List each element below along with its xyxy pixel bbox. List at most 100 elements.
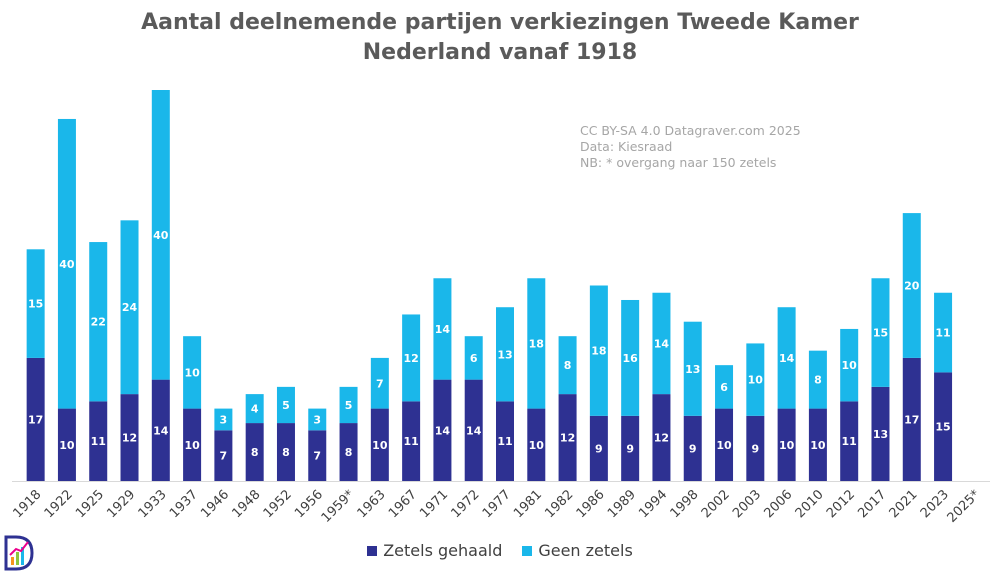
bar-zetels-gehaald-1972 <box>464 379 483 481</box>
bar-zetels-gehaald-1956 <box>308 430 327 481</box>
bar-zetels-gehaald-2002 <box>715 408 734 481</box>
data-label-geen-zetels-2023: 11 <box>935 327 950 340</box>
bar-zetels-gehaald-1952 <box>276 423 295 481</box>
data-label-zetels-gehaald-1963: 10 <box>372 439 388 452</box>
x-tick-label-1937: 1937 <box>167 487 201 521</box>
bar-zetels-gehaald-1922 <box>57 408 76 481</box>
data-label-geen-zetels-2010: 8 <box>814 374 822 387</box>
bar-geen-zetels-2002 <box>715 365 734 409</box>
x-tick-label-2017: 2017 <box>855 487 889 521</box>
x-tick-label-1971: 1971 <box>417 487 451 521</box>
x-tick-label-2021: 2021 <box>887 487 921 521</box>
bar-zetels-gehaald-2023 <box>934 372 953 481</box>
chart-title-line-1: Aantal deelnemende partijen verkiezingen… <box>141 10 859 35</box>
bar-geen-zetels-1986 <box>589 285 608 416</box>
x-tick-label-1977: 1977 <box>480 487 514 521</box>
chart-title-line-2: Nederland vanaf 1918 <box>362 40 638 65</box>
x-tick-label-2012: 2012 <box>824 487 858 521</box>
data-label-zetels-gehaald-1922: 10 <box>59 439 75 452</box>
bar-zetels-gehaald-2017 <box>871 386 890 481</box>
legend-label-geen-zetels: Geen zetels <box>538 541 633 560</box>
bar-geen-zetels-1994 <box>652 292 671 395</box>
legend-swatch-geen-zetels <box>522 545 533 556</box>
data-label-geen-zetels-1952: 5 <box>282 399 290 412</box>
data-label-zetels-gehaald-1933: 14 <box>153 424 169 437</box>
data-label-zetels-gehaald-1989: 9 <box>626 442 634 455</box>
data-label-zetels-gehaald-1952: 8 <box>282 446 290 459</box>
bar-geen-zetels-2010 <box>808 350 827 409</box>
x-tick-label-1918: 1918 <box>10 487 44 521</box>
bar-geen-zetels-2021 <box>902 213 921 358</box>
bar-zetels-gehaald-1963 <box>370 408 389 481</box>
data-label-geen-zetels-1959*: 5 <box>345 399 353 412</box>
data-label-zetels-gehaald-1959*: 8 <box>345 446 353 459</box>
x-tick-label-1986: 1986 <box>574 487 608 521</box>
data-label-geen-zetels-1982: 8 <box>564 359 572 372</box>
x-tick-label-1998: 1998 <box>668 487 702 521</box>
bar-geen-zetels-1977 <box>496 307 514 402</box>
x-tick-label-1981: 1981 <box>511 487 545 521</box>
bar-geen-zetels-1925 <box>89 242 108 402</box>
bar-zetels-gehaald-1929 <box>120 394 139 481</box>
bar-geen-zetels-1963 <box>370 357 389 409</box>
x-tick-label-1952: 1952 <box>261 487 295 521</box>
data-label-zetels-gehaald-1937: 10 <box>184 439 200 452</box>
bar-geen-zetels-1937 <box>183 336 202 409</box>
data-label-geen-zetels-1963: 7 <box>376 377 384 390</box>
data-label-geen-zetels-1986: 18 <box>591 345 606 358</box>
datagraver-logo-icon <box>4 535 34 571</box>
bar-geen-zetels-1982 <box>558 336 577 395</box>
bar-zetels-gehaald-2003 <box>746 415 765 481</box>
x-tick-label-1982: 1982 <box>542 487 576 521</box>
bar-zetels-gehaald-1971 <box>433 379 452 481</box>
bar-geen-zetels-1956 <box>308 408 327 431</box>
data-label-zetels-gehaald-2023: 15 <box>935 421 950 434</box>
bar-zetels-gehaald-1986 <box>589 415 608 481</box>
bar-geen-zetels-1972 <box>464 336 483 380</box>
bar-geen-zetels-1959* <box>339 386 358 424</box>
data-label-geen-zetels-1994: 14 <box>654 337 670 350</box>
credit-line-source: Data: Kiesraad <box>580 139 673 154</box>
bar-geen-zetels-2023 <box>934 292 953 373</box>
legend-label-zetels-gehaald: Zetels gehaald <box>383 541 503 560</box>
bar-zetels-gehaald-1981 <box>527 408 546 481</box>
legend-item-geen-zetels: Geen zetels <box>522 541 633 560</box>
data-label-geen-zetels-1937: 10 <box>184 366 200 379</box>
data-label-zetels-gehaald-1981: 10 <box>529 439 545 452</box>
data-label-geen-zetels-2006: 14 <box>779 352 795 365</box>
credit-line-license: CC BY-SA 4.0 Datagraver.com 2025 <box>580 123 801 138</box>
bar-zetels-gehaald-1918 <box>26 357 45 481</box>
data-label-zetels-gehaald-1929: 12 <box>122 432 137 445</box>
data-label-geen-zetels-1918: 15 <box>28 298 43 311</box>
chart-title: Aantal deelnemende partijen verkiezingen… <box>0 8 1000 68</box>
bar-geen-zetels-2003 <box>746 343 765 416</box>
bar-geen-zetels-1971 <box>433 278 452 380</box>
bar-geen-zetels-1989 <box>621 299 640 416</box>
credit-line-note: NB: * overgang naar 150 zetels <box>580 155 777 170</box>
x-tick-label-1989: 1989 <box>605 487 639 521</box>
x-tick-label-1922: 1922 <box>42 487 76 521</box>
x-tick-label-1925: 1925 <box>73 487 107 521</box>
bar-geen-zetels-1981 <box>527 278 546 409</box>
bar-geen-zetels-1967 <box>402 314 421 402</box>
data-label-zetels-gehaald-2002: 10 <box>716 439 732 452</box>
data-label-geen-zetels-1998: 13 <box>685 363 700 376</box>
bar-geen-zetels-1948 <box>245 394 264 424</box>
data-label-geen-zetels-1972: 6 <box>470 352 478 365</box>
data-label-geen-zetels-1948: 4 <box>251 403 259 416</box>
data-label-zetels-gehaald-1956: 7 <box>313 450 321 463</box>
x-tick-label-1967: 1967 <box>386 487 420 521</box>
x-tick-label-1994: 1994 <box>636 487 670 521</box>
data-label-zetels-gehaald-1918: 17 <box>28 413 43 426</box>
bar-geen-zetels-1922 <box>57 118 76 409</box>
data-label-geen-zetels-1971: 14 <box>435 323 451 336</box>
data-label-zetels-gehaald-1972: 14 <box>466 424 482 437</box>
data-label-zetels-gehaald-2012: 11 <box>842 435 857 448</box>
bar-geen-zetels-1933 <box>151 90 170 380</box>
bar-zetels-gehaald-1946 <box>214 430 233 481</box>
legend-swatch-zetels-gehaald <box>367 545 378 556</box>
data-label-geen-zetels-1925: 22 <box>91 316 106 329</box>
data-label-zetels-gehaald-2021: 17 <box>904 413 919 426</box>
data-label-geen-zetels-2017: 15 <box>873 327 888 340</box>
